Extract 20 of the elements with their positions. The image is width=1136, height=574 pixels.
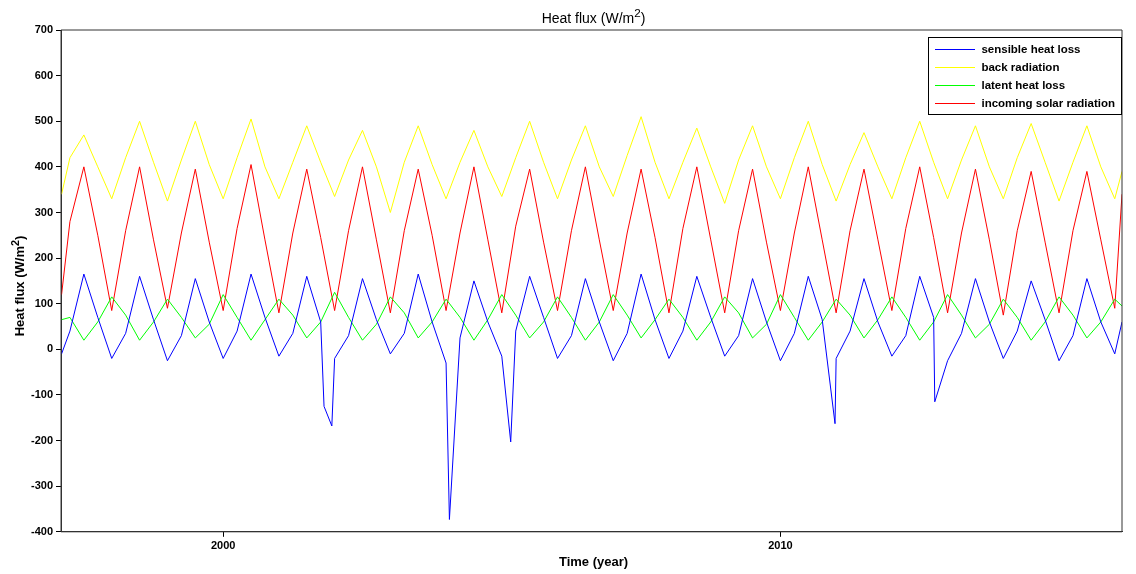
y-tick-label: 600: [34, 68, 54, 81]
y-tick-label: 200: [34, 251, 54, 264]
y-tick-label: 500: [34, 114, 54, 127]
legend-label: incoming solar radiation: [981, 97, 1115, 109]
y-tick-label: -100: [30, 387, 54, 400]
y-tick-label: 700: [34, 23, 54, 36]
legend-label: sensible heat loss: [981, 43, 1081, 55]
y-tick-label: -200: [30, 433, 54, 446]
y-tick-label: 0: [46, 342, 54, 355]
y-tick-label: 400: [34, 159, 54, 172]
y-tick-label: -300: [30, 479, 54, 492]
y-tick-label: -400: [30, 524, 54, 537]
y-tick-label: 300: [34, 205, 54, 218]
x-axis-title: Time (year): [557, 554, 630, 569]
x-tick-label: 2010: [768, 539, 793, 552]
legend-label: latent heat loss: [981, 79, 1066, 91]
chart-title: Heat flux (W/m$^{2}$): [540, 6, 647, 26]
legend-label: back radiation: [981, 61, 1060, 73]
x-tick-label: 2000: [210, 539, 236, 552]
y-tick-label: 100: [34, 296, 54, 309]
